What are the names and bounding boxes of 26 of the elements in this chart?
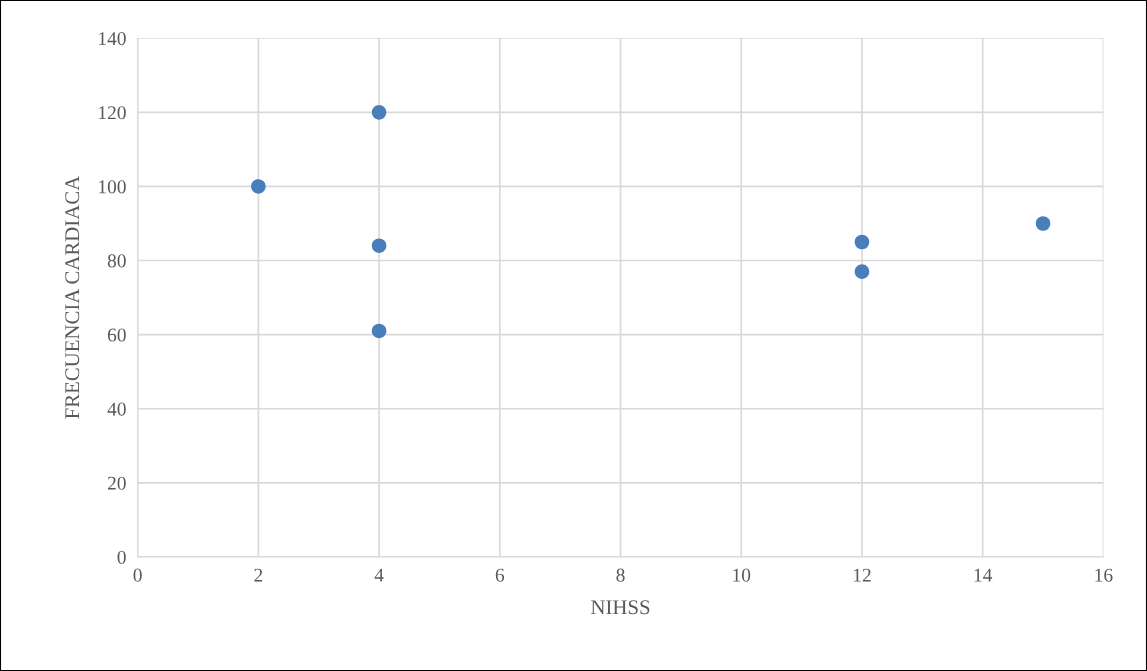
point xyxy=(854,264,870,279)
y-tick-label: 40 xyxy=(107,402,126,416)
x-axis-title: NIHSS xyxy=(591,600,650,615)
point xyxy=(251,179,266,194)
x-tick-label: 6 xyxy=(495,568,505,582)
x-tick-label: 2 xyxy=(254,568,263,582)
point xyxy=(854,234,870,250)
y-tick-label: 80 xyxy=(107,254,126,268)
y-tick-label: 120 xyxy=(99,106,126,120)
y-tick-label: 60 xyxy=(107,328,126,342)
point xyxy=(371,105,387,120)
point xyxy=(371,323,387,339)
y-tick-label: 20 xyxy=(107,476,126,490)
y-axis-title: FRECUENCIA CARDIACA xyxy=(65,175,80,419)
x-tick-label: 14 xyxy=(974,568,993,582)
y-tick-label: 100 xyxy=(99,180,126,194)
x-tick-label: 4 xyxy=(374,568,384,582)
x-tick-label: 12 xyxy=(853,568,871,582)
y-tick-label: 140 xyxy=(99,32,126,46)
x-tick-label: 10 xyxy=(733,568,751,582)
y-tick-label: 0 xyxy=(117,550,126,564)
x-tick-label: 8 xyxy=(616,568,625,582)
point xyxy=(1035,216,1051,231)
x-tick-label: 16 xyxy=(1095,568,1113,582)
point xyxy=(371,238,387,253)
x-tick-label: 0 xyxy=(133,568,142,582)
